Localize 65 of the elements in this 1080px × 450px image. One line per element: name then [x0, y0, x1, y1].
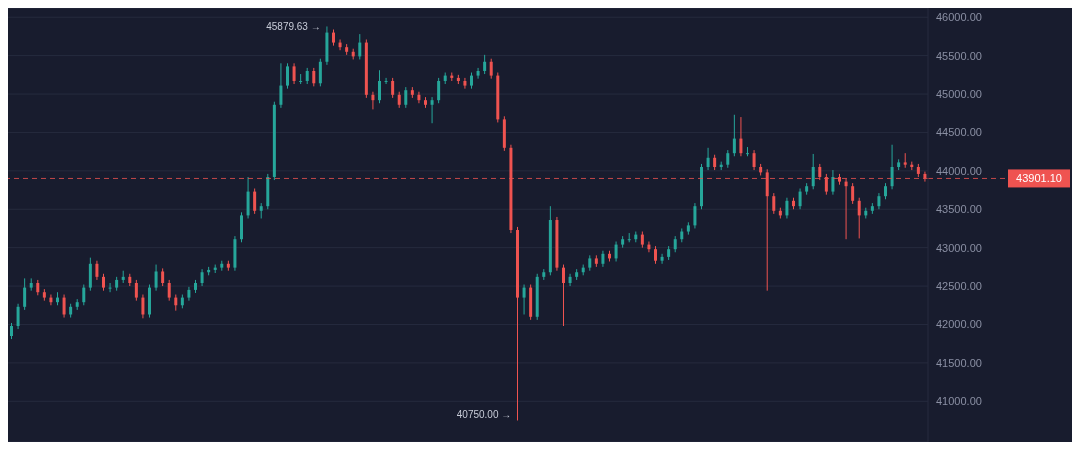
- candlestick: [568, 273, 572, 287]
- candlestick: [286, 62, 289, 90]
- candlestick: [358, 33, 362, 60]
- candlestick: [88, 257, 92, 292]
- candlestick: [614, 241, 618, 262]
- candlestick: [463, 77, 467, 90]
- candlestick: [279, 62, 283, 109]
- candlestick: [785, 197, 789, 219]
- candlestick: [16, 303, 20, 330]
- candlestick: [752, 149, 756, 171]
- y-tick-label: 42500.00: [936, 279, 982, 292]
- candlestick: [851, 182, 855, 205]
- candlestick: [134, 279, 138, 302]
- candlestick: [693, 202, 697, 229]
- candlestick: [417, 91, 421, 104]
- candlestick: [167, 279, 171, 302]
- y-tick-label: 44000.00: [936, 164, 982, 177]
- y-tick-label: 41500.00: [936, 356, 982, 369]
- candlestick: [253, 188, 257, 215]
- candlestick: [141, 294, 145, 319]
- candlestick: [292, 62, 296, 85]
- candlestick: [476, 67, 480, 80]
- annotation: 40750.00 →: [456, 409, 512, 421]
- y-tick-label: 45500.00: [936, 49, 982, 62]
- candlestick: [318, 58, 322, 87]
- y-tick-label: 45000.00: [936, 87, 982, 100]
- candlestick: [108, 282, 112, 293]
- candlestick: [706, 147, 710, 171]
- candlestick: [95, 260, 99, 281]
- candlestick: [371, 91, 375, 110]
- candlestick: [299, 73, 303, 85]
- candlestick: [831, 169, 835, 196]
- candlestick: [378, 69, 381, 104]
- candlestick: [240, 211, 243, 243]
- candlestick: [62, 294, 66, 319]
- annotation: 45879.63 →: [266, 21, 321, 33]
- candlestick: [483, 54, 487, 75]
- candlestick: [890, 144, 894, 190]
- candlestick: [660, 253, 664, 265]
- candlestick: [312, 67, 316, 87]
- y-tick-label: 42000.00: [936, 318, 982, 331]
- candlestick: [404, 86, 408, 109]
- candlestick: [811, 153, 815, 190]
- candlestick: [562, 264, 565, 327]
- candlestick: [522, 284, 526, 315]
- candlestick: [732, 114, 736, 157]
- candlestick: [857, 197, 861, 239]
- candlestick: [246, 176, 250, 219]
- candlestick: [154, 264, 158, 292]
- y-tick-label: 44500.00: [936, 126, 982, 139]
- candlestick: [489, 58, 493, 80]
- candlestick: [23, 277, 27, 311]
- candlestick: [384, 77, 388, 85]
- candlestick: [739, 116, 743, 157]
- candlestick: [430, 96, 434, 124]
- y-tick-label: 43500.00: [936, 203, 982, 216]
- y-tick-label: 43000.00: [936, 241, 982, 254]
- candlestick: [798, 188, 802, 210]
- candlestick: [772, 192, 776, 215]
- y-tick-label: 46000.00: [936, 11, 982, 24]
- candlestick: [391, 77, 395, 99]
- y-tick-label: 41000.00: [936, 395, 982, 408]
- ref-line-label: 43901.10: [1016, 172, 1062, 185]
- candlestick: [82, 284, 86, 306]
- candlestick: [437, 77, 441, 104]
